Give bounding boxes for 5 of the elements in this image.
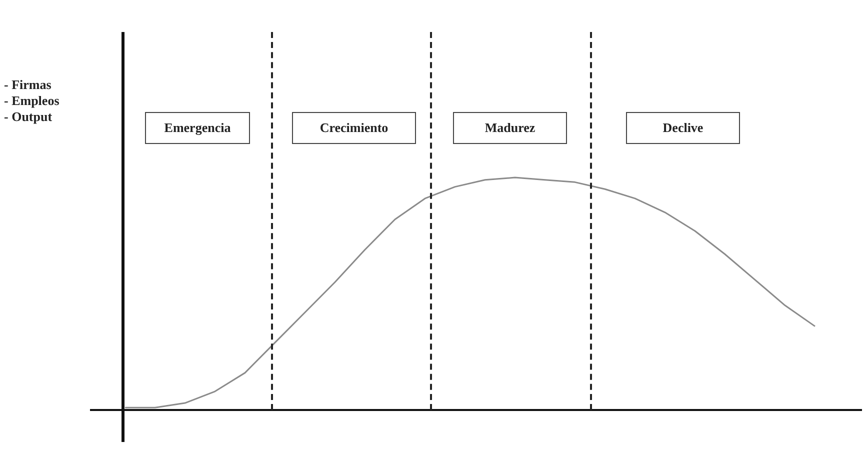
text: - Firmas - Empleos - Output bbox=[4, 77, 60, 125]
text: Declive bbox=[626, 112, 740, 144]
text: Crecimiento bbox=[292, 112, 416, 144]
text: Madurez bbox=[453, 112, 567, 144]
text: Emergencia bbox=[145, 112, 250, 144]
